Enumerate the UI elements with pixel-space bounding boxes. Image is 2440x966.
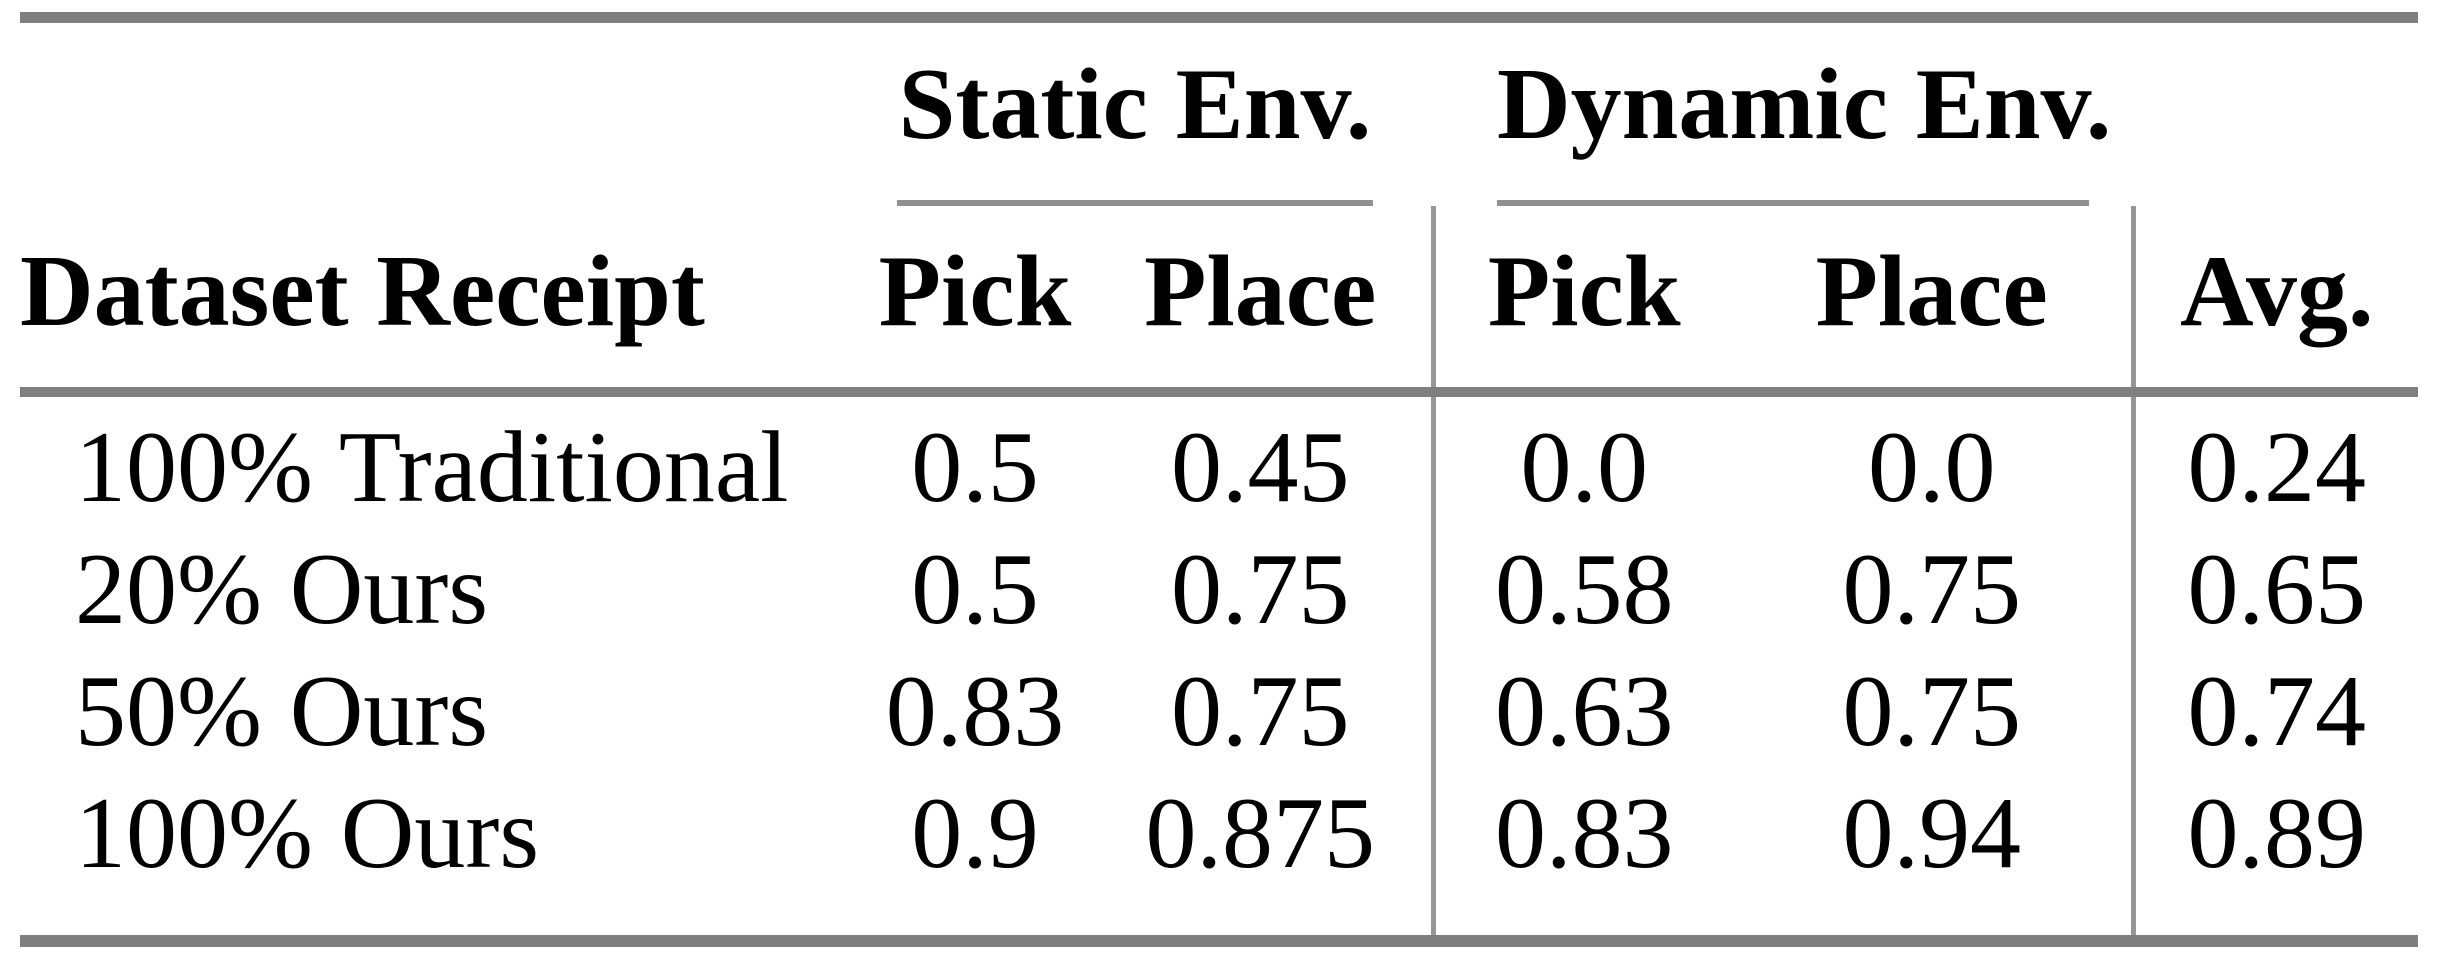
table-row-50pct-ours: 50% Ours 0.83 0.75 0.63 0.75 0.74 [20,641,2418,763]
column-header-row: Dataset Receipt Pick Place Pick Place Av… [20,206,2418,397]
row-label-cell: 100% Traditional [75,411,789,524]
cell-avg: 0.89 [2130,763,2418,947]
row-label-cell: 50% Ours [75,655,489,768]
cell-static-pick: 0.5 [911,533,1039,646]
results-table: Static Env. Dynamic Env. Dataset Receipt… [20,12,2418,947]
corner-spacer-right [2133,12,2418,206]
cell-avg: 0.24 [2130,392,2418,519]
row-label-cell: 100% Ours [20,763,860,947]
cell-static-pick: 0.9 [860,763,1090,947]
cell-dynamic-pick: 0.63 [1430,641,1733,763]
group-header-dynamic-env-label: Dynamic Env. [1497,23,2111,206]
cell-static-pick: 0.83 [885,655,1065,768]
column-header-dynamic-pick: Pick [1430,206,1733,397]
cell-dynamic-place: 0.75 [1842,655,2022,768]
column-header-dynamic-place: Place [1733,206,2133,397]
cell-static-place: 0.75 [1171,533,1350,646]
column-header-static-place: Place [1090,206,1433,397]
cell-dynamic-pick: 0.83 [1430,763,1733,947]
row-label-cell: 20% Ours [75,533,489,646]
corner-spacer-left [20,12,860,206]
cell-static-place: 0.75 [1171,655,1350,768]
cell-dynamic-pick: 0.58 [1430,519,1733,641]
table-row-20pct-ours: 20% Ours 0.5 0.75 0.58 0.75 0.65 [20,519,2418,641]
table-row-100pct-traditional: 100% Traditional 0.5 0.45 0.0 0.0 0.24 [20,392,2418,519]
cell-dynamic-place: 0.94 [1733,763,2133,947]
group-header-static-env-label: Static Env. [897,23,1373,206]
group-header-static-env: Static Env. [860,12,1433,206]
cell-avg: 0.65 [2130,519,2418,641]
column-header-dataset-receipt: Dataset Receipt [20,206,860,397]
cell-static-place: 0.45 [1171,411,1350,524]
cell-static-place: 0.875 [1090,763,1433,947]
cell-avg: 0.74 [2130,641,2418,763]
cell-dynamic-place: 0.75 [1842,533,2022,646]
column-header-avg: Avg. [2130,206,2418,397]
cell-dynamic-pick: 0.0 [1430,392,1733,519]
group-header-row: Static Env. Dynamic Env. [20,12,2418,206]
cell-static-pick: 0.5 [911,411,1039,524]
cell-dynamic-place: 0.0 [1868,411,1996,524]
paper-results-table-figure: Static Env. Dynamic Env. Dataset Receipt… [20,12,2418,947]
column-header-static-pick: Pick [860,206,1090,397]
group-header-dynamic-env: Dynamic Env. [1433,12,2133,206]
table-row-100pct-ours: 100% Ours 0.9 0.875 0.83 0.94 0.89 [20,763,2418,947]
